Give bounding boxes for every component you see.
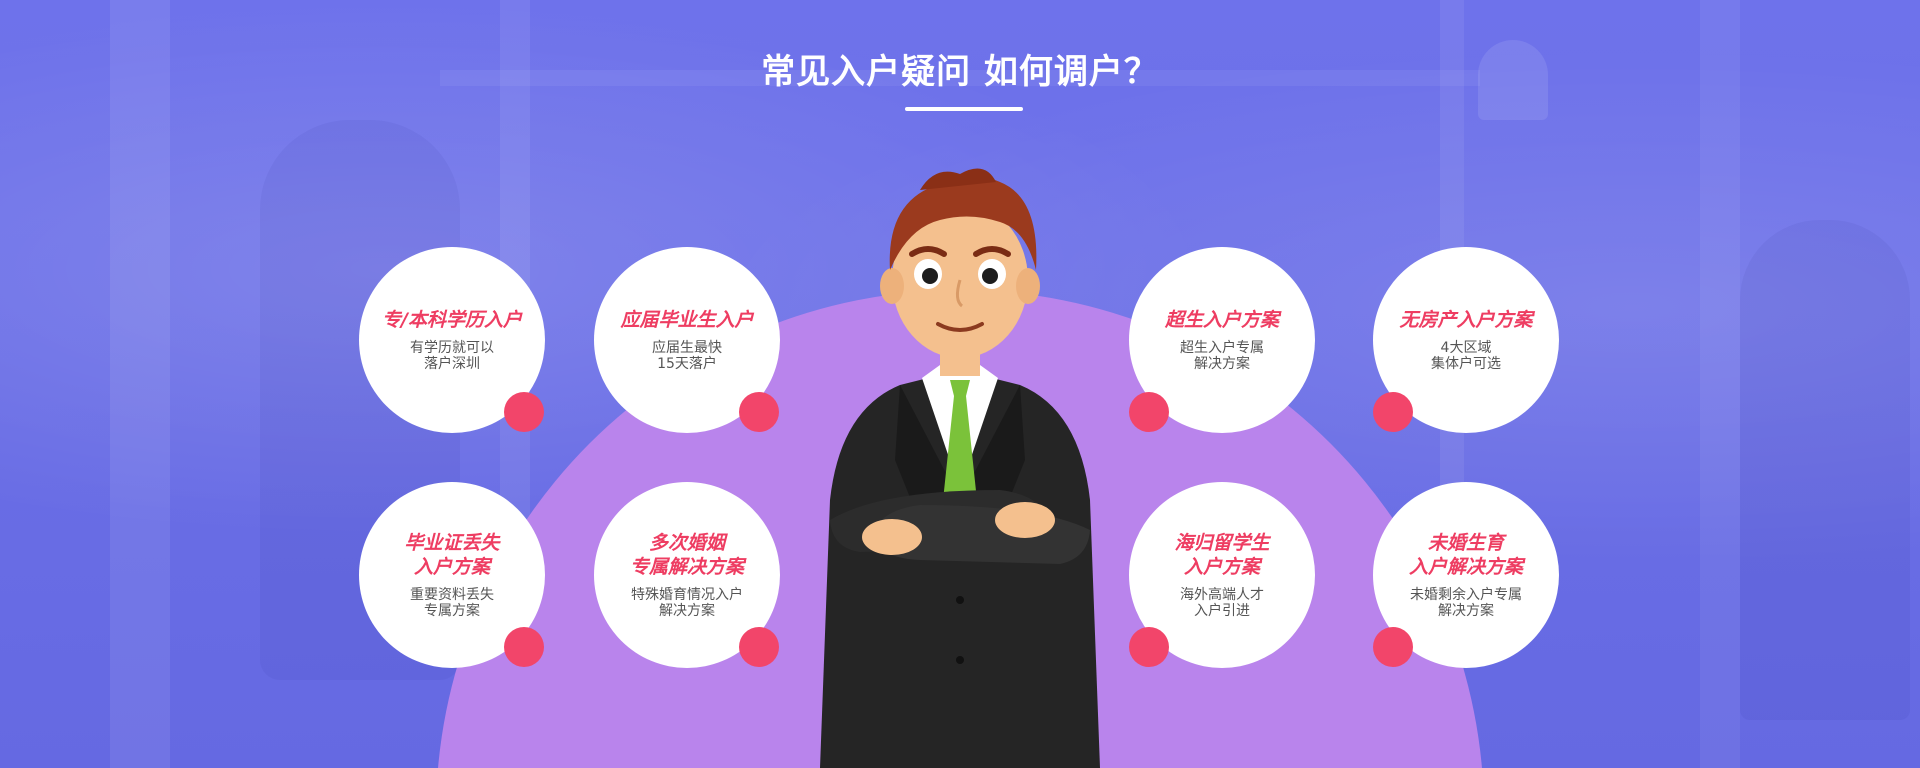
faq-bubble-desc: 特殊婚育情况入户 解决方案 (631, 587, 743, 619)
faq-bubble-no-property[interactable]: 无房产入户方案 4大区域 集体户可选 (1373, 247, 1559, 433)
faq-bubble-title: 海归留学生 入户方案 (1174, 532, 1270, 578)
background-photo-lamp (1478, 40, 1548, 120)
bubble-dot (504, 627, 544, 667)
background-photo-person (1740, 220, 1910, 720)
faq-bubble-title: 无房产入户方案 (1399, 309, 1533, 331)
bubble-dot (1129, 627, 1169, 667)
faq-bubble-title: 应届毕业生入户 (620, 309, 754, 331)
faq-bubble-desc: 应届生最快 15天落户 (652, 340, 722, 372)
bubble-dot (739, 392, 779, 432)
faq-bubble-desc: 重要资料丢失 专属方案 (410, 587, 494, 619)
faq-bubble-desc: 有学历就可以 落户深圳 (410, 340, 494, 372)
faq-bubble-desc: 4大区域 集体户可选 (1431, 340, 1501, 372)
bubble-dot (1373, 392, 1413, 432)
background-photo-beam (440, 70, 1480, 86)
bubble-dot (739, 627, 779, 667)
bubble-dot (504, 392, 544, 432)
faq-bubble-title: 毕业证丢失 入户方案 (404, 532, 500, 578)
faq-bubble-title: 超生入户方案 (1164, 309, 1279, 331)
bubble-dot (1373, 627, 1413, 667)
faq-bubble-desc: 海外高端人才 入户引进 (1180, 587, 1264, 619)
faq-bubble-title: 专/本科学历入户 (382, 309, 522, 331)
faq-bubble-desc: 超生入户专属 解决方案 (1180, 340, 1264, 372)
bubble-dot (1129, 392, 1169, 432)
background-photo-column (110, 0, 170, 768)
businessman-icon (820, 168, 1100, 768)
page-title: 常见入户疑问 如何调户？ (761, 52, 1159, 92)
faq-bubble-desc: 未婚剩余入户专属 解决方案 (1410, 587, 1522, 619)
title-underline (905, 107, 1023, 111)
faq-bubble-title: 多次婚姻 专属解决方案 (629, 532, 744, 578)
background-photo-column (1700, 0, 1740, 768)
faq-bubble-title: 未婚生育 入户解决方案 (1408, 532, 1523, 578)
